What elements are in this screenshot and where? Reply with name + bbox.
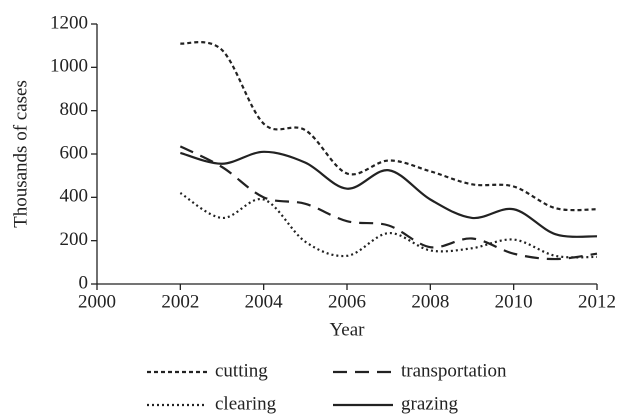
x-tick-label: 2010 bbox=[495, 291, 533, 312]
y-axis-label: Thousands of cases bbox=[10, 80, 31, 228]
x-tick-label: 2000 bbox=[78, 291, 116, 312]
series-line bbox=[179, 145, 598, 261]
legend-label: clearing bbox=[215, 393, 277, 414]
y-tick-label: 0 bbox=[79, 272, 89, 293]
y-tick-label: 800 bbox=[60, 99, 89, 120]
x-tick-label: 2006 bbox=[328, 291, 366, 312]
x-tick-label: 2004 bbox=[245, 291, 284, 312]
x-tick-label: 2002 bbox=[161, 291, 199, 312]
series-line bbox=[180, 150, 598, 238]
series-line bbox=[180, 41, 598, 212]
x-tick-label: 2008 bbox=[411, 291, 449, 312]
y-tick-label: 600 bbox=[60, 142, 89, 163]
legend-label: transportation bbox=[401, 360, 507, 381]
x-axis-label: Year bbox=[329, 319, 365, 340]
series-line bbox=[179, 192, 598, 259]
y-tick-label: 200 bbox=[60, 229, 89, 250]
legend-label: cutting bbox=[215, 360, 268, 381]
y-tick-label: 1200 bbox=[50, 12, 88, 33]
x-tick-label: 2012 bbox=[578, 291, 616, 312]
y-tick-label: 400 bbox=[60, 186, 89, 207]
y-tick-label: 1000 bbox=[50, 56, 88, 77]
legend-label: grazing bbox=[401, 393, 458, 414]
